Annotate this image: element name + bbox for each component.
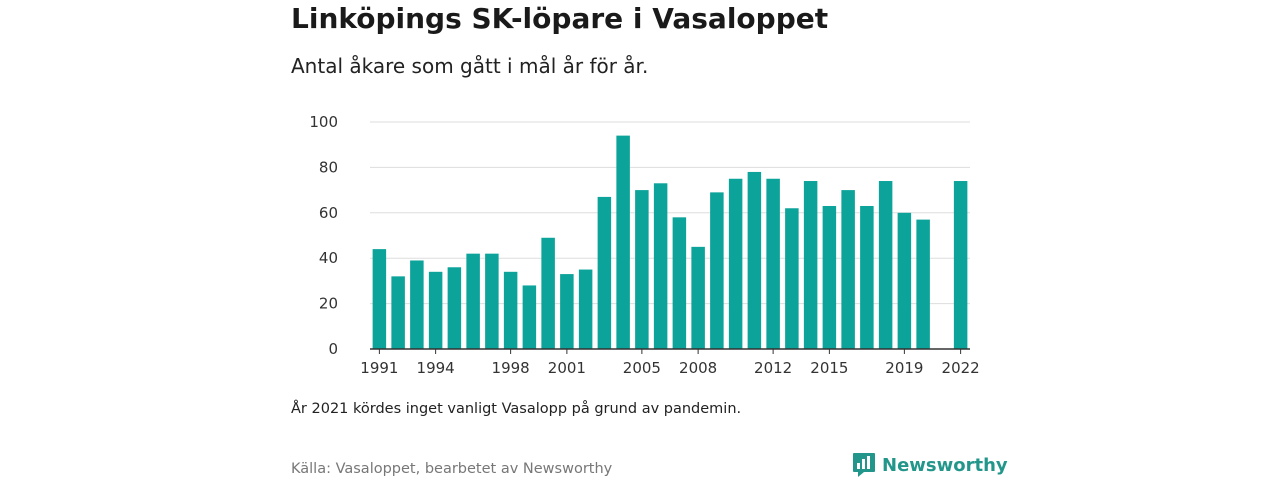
bar [428, 271, 443, 349]
x-tick-label: 1991 [360, 359, 398, 377]
newsworthy-brand[interactable]: Newsworthy [852, 452, 1008, 478]
y-tick-label: 60 [319, 204, 338, 222]
bar [803, 181, 818, 349]
chart-subtitle: Antal åkare som gått i mål år för år. [291, 54, 649, 78]
bar [485, 253, 499, 349]
bar [466, 253, 480, 349]
bar [410, 260, 424, 349]
bar [916, 219, 930, 349]
bar [541, 237, 555, 349]
bar [560, 274, 574, 349]
bar [635, 190, 649, 349]
bar [747, 171, 762, 349]
bar [372, 249, 387, 349]
bar [841, 190, 855, 349]
x-tick-label: 1994 [417, 359, 455, 377]
newsworthy-logo-icon [853, 453, 875, 477]
bar [766, 178, 780, 349]
x-tick-label: 1998 [492, 359, 530, 377]
bar [728, 178, 743, 349]
x-tick-label: 2019 [885, 359, 923, 377]
bar [391, 276, 405, 349]
bar [672, 217, 687, 349]
bar [822, 205, 837, 349]
x-tick-label: 2008 [679, 359, 717, 377]
x-tick-label: 2012 [754, 359, 792, 377]
bar-chart: 0 20 40 60 80 100 1991 1994 1998 2001 2005 2008 2012… [309, 113, 980, 377]
y-tick-label: 0 [328, 340, 338, 358]
x-tick-label: 2001 [548, 359, 586, 377]
bar [597, 196, 612, 349]
bar [616, 135, 630, 349]
brand-name: Newsworthy [882, 454, 1008, 476]
bar [503, 271, 518, 349]
chart-title: Linköpings SK-löpare i Vasaloppet [291, 2, 829, 35]
bar [897, 212, 912, 349]
bar [953, 181, 968, 349]
bar [578, 269, 593, 349]
x-tick-label: 2022 [942, 359, 980, 377]
x-tick-label: 2015 [810, 359, 848, 377]
y-tick-label: 100 [309, 113, 338, 131]
bar [860, 205, 874, 349]
y-tick-label: 40 [319, 249, 338, 267]
bar [710, 192, 724, 349]
source-text: Källa: Vasaloppet, bearbetet av Newswort… [291, 461, 613, 477]
x-tick-label: 2005 [623, 359, 661, 377]
bar [522, 285, 537, 349]
bar [878, 181, 893, 349]
chart-note: År 2021 kördes inget vanligt Vasalopp på… [291, 401, 742, 417]
bar [653, 183, 668, 349]
bar [785, 208, 799, 349]
y-tick-label: 80 [319, 158, 338, 176]
y-tick-label: 20 [319, 295, 338, 313]
bar [691, 246, 705, 349]
bar [447, 267, 462, 349]
